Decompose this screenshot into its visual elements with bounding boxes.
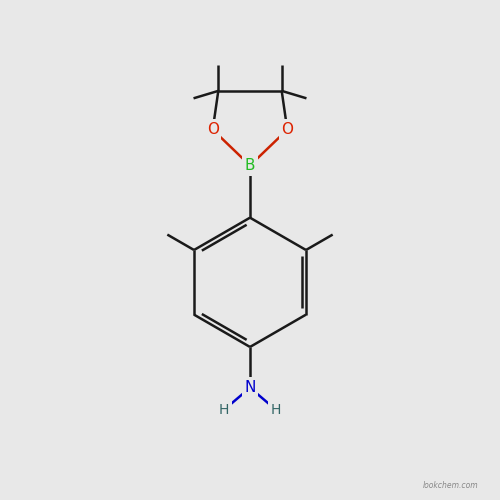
Text: B: B [245, 158, 256, 173]
Text: H: H [270, 402, 281, 416]
Text: O: O [282, 122, 294, 137]
Text: H: H [219, 402, 230, 416]
Text: lookchem.com: lookchem.com [423, 480, 478, 490]
Text: N: N [244, 380, 256, 395]
Text: O: O [206, 122, 218, 137]
